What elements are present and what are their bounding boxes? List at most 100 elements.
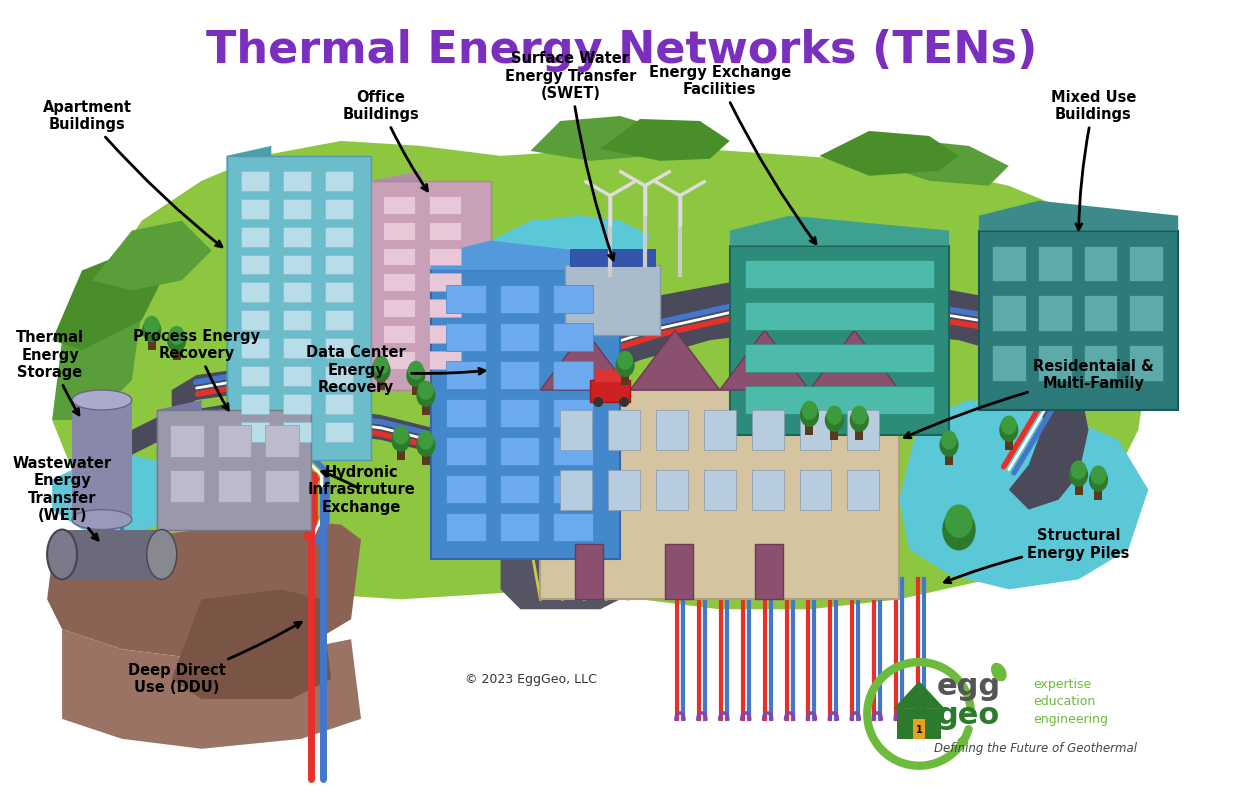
FancyBboxPatch shape [241, 422, 270, 442]
Polygon shape [52, 455, 182, 534]
FancyBboxPatch shape [755, 545, 782, 599]
Ellipse shape [1071, 460, 1086, 479]
Ellipse shape [945, 505, 973, 538]
FancyBboxPatch shape [955, 530, 963, 550]
FancyBboxPatch shape [383, 247, 414, 266]
FancyBboxPatch shape [500, 323, 540, 351]
Polygon shape [540, 330, 631, 390]
Polygon shape [1009, 355, 1088, 510]
FancyBboxPatch shape [991, 246, 1026, 282]
Text: Office
Buildings: Office Buildings [342, 90, 428, 191]
FancyBboxPatch shape [169, 470, 204, 502]
FancyBboxPatch shape [422, 445, 429, 465]
Polygon shape [47, 519, 361, 659]
Ellipse shape [1069, 462, 1088, 486]
Ellipse shape [47, 530, 77, 579]
FancyBboxPatch shape [241, 310, 270, 330]
Polygon shape [979, 201, 1178, 230]
Polygon shape [893, 681, 945, 709]
FancyBboxPatch shape [412, 375, 419, 395]
Polygon shape [226, 156, 371, 460]
FancyBboxPatch shape [554, 437, 593, 465]
FancyBboxPatch shape [704, 410, 735, 450]
FancyBboxPatch shape [1084, 295, 1117, 331]
Ellipse shape [851, 406, 867, 425]
Polygon shape [565, 266, 661, 335]
FancyBboxPatch shape [1037, 295, 1071, 331]
FancyBboxPatch shape [554, 286, 593, 314]
FancyBboxPatch shape [595, 370, 623, 382]
FancyBboxPatch shape [831, 420, 838, 440]
FancyBboxPatch shape [429, 274, 460, 291]
FancyBboxPatch shape [575, 545, 603, 599]
Ellipse shape [616, 353, 634, 377]
FancyBboxPatch shape [560, 410, 592, 450]
FancyBboxPatch shape [173, 340, 180, 360]
FancyBboxPatch shape [991, 345, 1026, 381]
FancyBboxPatch shape [241, 366, 270, 386]
FancyBboxPatch shape [429, 196, 460, 214]
FancyBboxPatch shape [218, 470, 251, 502]
FancyBboxPatch shape [241, 226, 270, 246]
Ellipse shape [417, 383, 435, 407]
Polygon shape [870, 141, 1009, 186]
FancyBboxPatch shape [945, 445, 953, 465]
Text: Process Energy
Recovery: Process Energy Recovery [133, 329, 260, 410]
Text: Hydronic
Infrastruture
Exchange: Hydronic Infrastruture Exchange [307, 465, 415, 514]
Text: Thermal Energy Networks (TENs): Thermal Energy Networks (TENs) [207, 30, 1037, 72]
Polygon shape [157, 410, 311, 530]
Text: Wastewater
Energy
Transfer
(WET): Wastewater Energy Transfer (WET) [12, 456, 112, 540]
Text: 1: 1 [916, 725, 923, 735]
Ellipse shape [1091, 466, 1106, 485]
Polygon shape [540, 275, 1069, 390]
Text: Energy Exchange
Facilities: Energy Exchange Facilities [648, 65, 816, 244]
Ellipse shape [617, 350, 633, 370]
FancyBboxPatch shape [554, 323, 593, 351]
FancyBboxPatch shape [429, 222, 460, 239]
Polygon shape [540, 455, 641, 570]
FancyBboxPatch shape [429, 247, 460, 266]
FancyBboxPatch shape [325, 366, 353, 386]
Ellipse shape [418, 430, 434, 450]
Ellipse shape [1088, 468, 1108, 492]
FancyBboxPatch shape [745, 261, 934, 288]
Ellipse shape [392, 428, 411, 452]
Polygon shape [730, 230, 790, 435]
Polygon shape [530, 116, 671, 161]
Ellipse shape [801, 401, 817, 420]
Polygon shape [226, 146, 271, 460]
FancyBboxPatch shape [897, 709, 940, 739]
FancyBboxPatch shape [560, 470, 592, 510]
FancyBboxPatch shape [325, 422, 353, 442]
Polygon shape [172, 590, 331, 699]
FancyBboxPatch shape [241, 394, 270, 414]
FancyBboxPatch shape [445, 323, 485, 351]
FancyBboxPatch shape [1005, 430, 1013, 450]
Text: © 2023 EggGeo, LLC: © 2023 EggGeo, LLC [464, 673, 596, 686]
FancyBboxPatch shape [284, 254, 311, 274]
FancyBboxPatch shape [1037, 345, 1071, 381]
Polygon shape [810, 330, 899, 390]
Polygon shape [430, 241, 620, 270]
FancyBboxPatch shape [383, 222, 414, 239]
FancyBboxPatch shape [590, 380, 631, 402]
FancyBboxPatch shape [847, 410, 880, 450]
Polygon shape [500, 519, 641, 610]
FancyBboxPatch shape [383, 326, 414, 343]
Text: education: education [1034, 695, 1096, 709]
Ellipse shape [72, 510, 132, 530]
Text: Deep Direct
Use (DDU): Deep Direct Use (DDU) [128, 622, 301, 695]
FancyBboxPatch shape [325, 310, 353, 330]
Polygon shape [899, 400, 1148, 590]
Polygon shape [52, 141, 1148, 610]
Polygon shape [430, 270, 620, 559]
Polygon shape [820, 131, 959, 176]
FancyBboxPatch shape [284, 226, 311, 246]
Polygon shape [172, 340, 540, 415]
FancyBboxPatch shape [856, 420, 863, 440]
FancyBboxPatch shape [325, 338, 353, 358]
FancyBboxPatch shape [621, 365, 629, 385]
FancyBboxPatch shape [704, 470, 735, 510]
Ellipse shape [991, 662, 1006, 682]
FancyBboxPatch shape [325, 198, 353, 218]
